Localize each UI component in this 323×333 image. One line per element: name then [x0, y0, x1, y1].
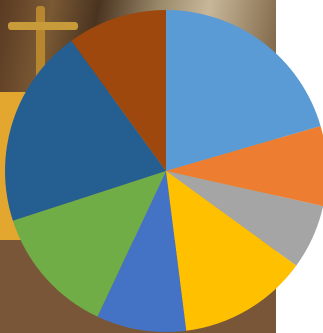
crucifix-vertical-bar — [36, 6, 45, 86]
pie-slice-3 — [166, 171, 323, 266]
pie-slice-2 — [166, 126, 323, 207]
pie-slice-6 — [12, 171, 166, 317]
pie-slice-4 — [166, 171, 297, 331]
pie-slice-7 — [5, 40, 166, 221]
pie-slice-5 — [97, 171, 187, 333]
pie-slice-8 — [71, 10, 166, 171]
pie-slice-1 — [166, 10, 321, 171]
crucifix-horizontal-bar — [8, 22, 78, 30]
